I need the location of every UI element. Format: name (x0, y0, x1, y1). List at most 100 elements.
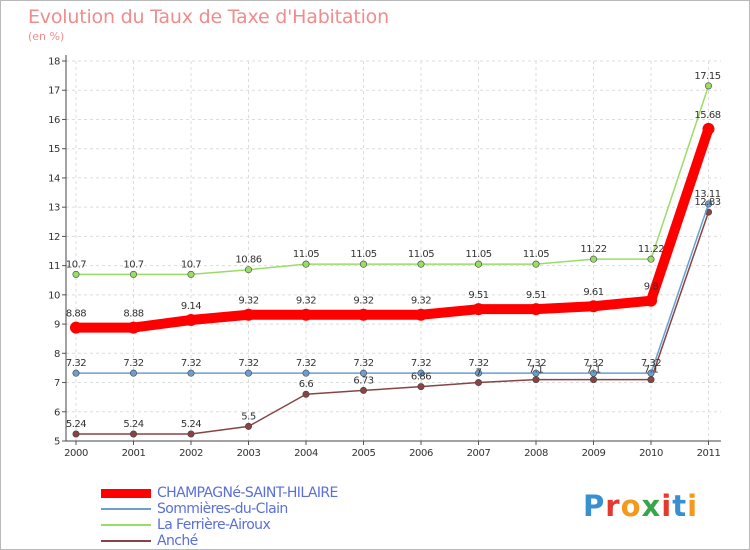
series-point-3 (72, 430, 80, 438)
data-label-0: 9.61 (583, 287, 603, 298)
y-tick-label: 13 (48, 203, 60, 214)
data-label-0: 9.51 (468, 290, 488, 301)
y-tick-label: 14 (48, 173, 60, 184)
x-tick-label: 2009 (582, 448, 606, 459)
series-point-1 (704, 200, 712, 208)
series-point-3 (359, 386, 367, 394)
series-point-2 (130, 270, 138, 278)
data-label-2: 11.05 (465, 249, 491, 260)
series-point-2 (245, 266, 253, 274)
y-tick-label: 18 (48, 57, 60, 68)
data-label-0: 9.32 (238, 296, 258, 307)
x-tick-label: 2003 (237, 448, 261, 459)
x-tick-label: 2007 (467, 448, 491, 459)
data-label-1: 7.32 (468, 358, 488, 369)
series-line-1 (75, 203, 710, 374)
x-tick-label: 2000 (64, 448, 88, 459)
chart-title: Evolution du Taux de Taxe d'Habitation (28, 6, 389, 28)
data-label-3: 7 (476, 368, 482, 379)
data-label-0: 15.68 (694, 110, 720, 121)
y-tick-label: 15 (48, 144, 60, 155)
series-point-3 (589, 376, 597, 384)
legend-item: Sommières-du-Clain (101, 501, 338, 517)
series-point-0 (70, 321, 82, 334)
data-label-1: 7.32 (353, 358, 373, 369)
series-point-3 (417, 383, 425, 391)
legend-label: CHAMPAGNé-SAINT-HILAIRE (157, 485, 338, 501)
data-labels-layer: 8.88 8.88 9.14 9.32 9.32 9.32 9.32 9.51 9.51 9.61… (66, 71, 721, 430)
series-point-3 (302, 390, 310, 398)
series-point-2 (72, 270, 80, 278)
logo-letter: o (620, 489, 642, 523)
data-label-2: 10.7 (181, 259, 201, 270)
series-point-3 (245, 422, 253, 430)
legend: CHAMPAGNé-SAINT-HILAIRE Sommières-du-Clai… (101, 485, 338, 549)
series-point-0 (127, 321, 140, 334)
logo-letter: i (687, 489, 699, 523)
series-line-3 (75, 211, 710, 435)
data-label-0: 8.88 (123, 309, 143, 320)
data-label-2: 11.05 (293, 249, 319, 260)
series-point-0 (472, 303, 485, 316)
y-tick-label: 6 (54, 407, 60, 418)
y-tick-label: 11 (48, 261, 60, 272)
legend-swatch (101, 540, 151, 542)
legend-swatch (101, 488, 151, 498)
legend-label: Anché (157, 533, 198, 549)
x-tick-label: 2005 (352, 448, 376, 459)
axes: 5 6 7 8 9 10 11 12 13 14 15 16 17 18 2000 2001 2002 2003 2… (48, 55, 721, 459)
series-point-1 (130, 369, 138, 377)
legend-swatch (101, 508, 151, 510)
legend-label: La Ferrière-Airoux (157, 517, 271, 533)
data-label-1: 7.32 (583, 358, 603, 369)
series-point-3 (532, 376, 540, 384)
series-point-2 (532, 260, 540, 268)
data-label-1: 7.32 (181, 358, 201, 369)
series-point-2 (589, 255, 597, 263)
series-point-0 (587, 300, 600, 313)
data-label-3: 6.86 (411, 372, 431, 383)
series-point-0 (185, 313, 197, 326)
series-point-2 (187, 270, 195, 278)
data-label-1: 7.32 (526, 358, 546, 369)
series-point-2 (704, 82, 712, 90)
series-point-2 (302, 260, 310, 268)
data-label-3: 5.24 (123, 419, 143, 430)
series-point-0 (415, 308, 427, 321)
data-label-1: 7.32 (296, 358, 316, 369)
data-label-2: 10.86 (235, 255, 261, 266)
series-point-0 (300, 308, 312, 321)
series-point-0 (357, 308, 370, 321)
data-label-3: 5.24 (181, 419, 201, 430)
data-label-3: 5.24 (66, 419, 86, 430)
series-point-1 (589, 369, 597, 377)
data-label-2: 11.22 (580, 244, 606, 255)
series-layer (70, 82, 715, 438)
data-label-3: 6.6 (299, 379, 314, 390)
data-label-2: 10.7 (66, 259, 86, 270)
y-tick-label: 10 (48, 290, 60, 301)
series-point-3 (647, 376, 655, 384)
series-point-1 (245, 369, 253, 377)
data-label-0: 9.32 (353, 296, 373, 307)
data-label-2: 11.05 (408, 249, 434, 260)
chart-subtitle: (en %) (28, 30, 65, 43)
data-label-3: 5.5 (241, 411, 256, 422)
series-point-2 (417, 260, 425, 268)
data-label-3: 6.73 (353, 375, 373, 386)
series-point-1 (187, 369, 195, 377)
data-label-3: 12.83 (694, 197, 720, 208)
x-tick-label: 2006 (409, 448, 433, 459)
x-tick-label: 2002 (179, 448, 203, 459)
series-point-0 (702, 122, 715, 135)
legend-item: La Ferrière-Airoux (101, 517, 338, 533)
logo-letter: P (583, 489, 606, 523)
data-label-3: 7.1 (529, 365, 544, 376)
data-label-2: 11.22 (638, 244, 664, 255)
grid-lines (66, 60, 721, 442)
proxiti-logo: Proxiti (583, 489, 698, 523)
series-point-2 (359, 260, 367, 268)
data-label-3: 7.1 (644, 365, 659, 376)
data-label-1: 7.32 (411, 358, 431, 369)
